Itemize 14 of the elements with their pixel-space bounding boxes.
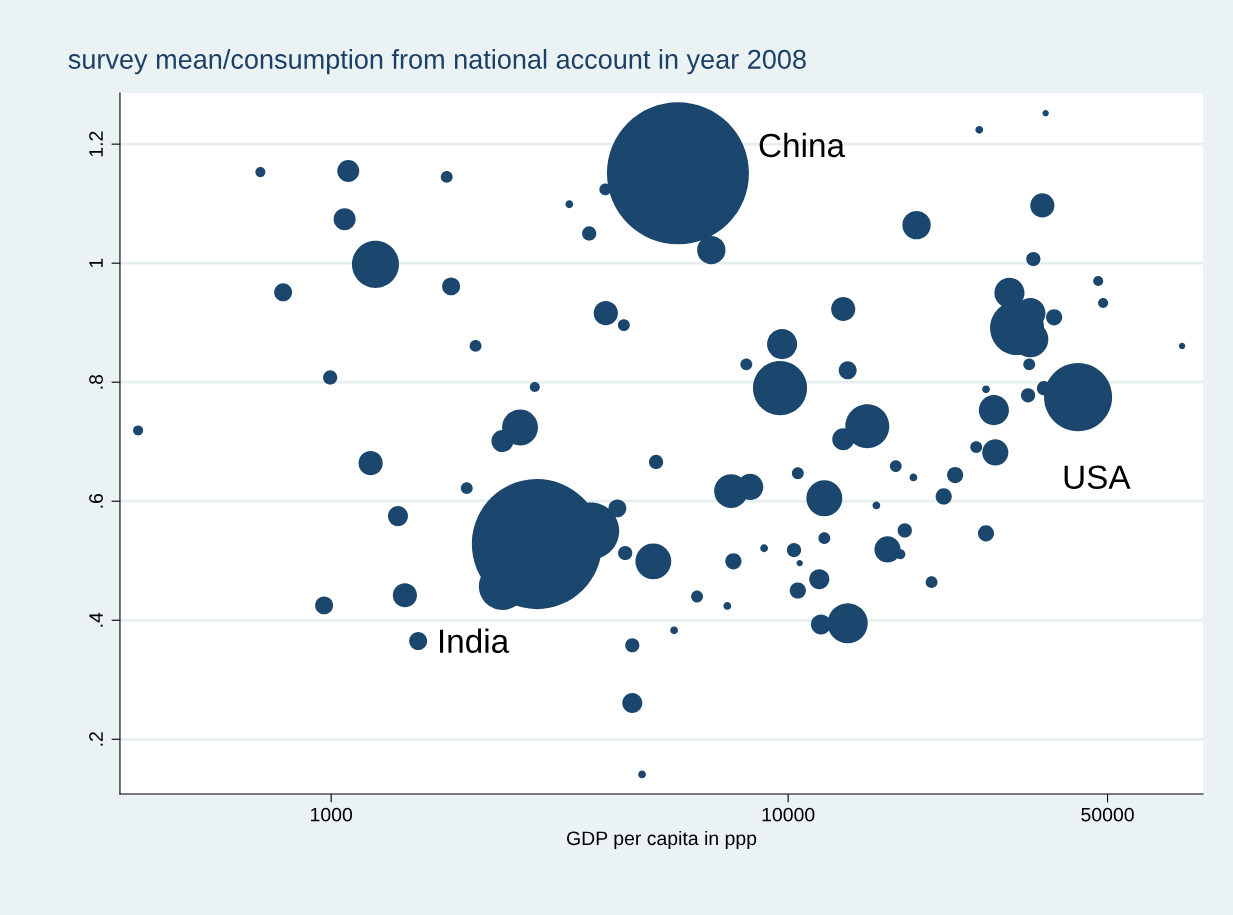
x-tick-label: 1000 bbox=[311, 807, 353, 822]
annotation: China bbox=[759, 132, 846, 158]
y-tick-label: .6 bbox=[89, 493, 103, 508]
y-tick-label: 1 bbox=[89, 258, 103, 268]
y-tick-label: .8 bbox=[89, 374, 103, 389]
y-tick-label: .4 bbox=[89, 612, 103, 627]
x-tick-label: 50000 bbox=[1081, 807, 1134, 822]
x-tick-label: 10000 bbox=[762, 807, 815, 822]
x-axis-title: GDP per capita in ppp bbox=[567, 830, 757, 850]
y-tick-label: 1.2 bbox=[89, 131, 103, 157]
chart-title: survey mean/consumption from national account in year 2008 bbox=[68, 49, 806, 75]
annotation: USA bbox=[1064, 465, 1131, 490]
annotation: India bbox=[440, 628, 510, 654]
y-tick-label: .2 bbox=[89, 732, 103, 746]
